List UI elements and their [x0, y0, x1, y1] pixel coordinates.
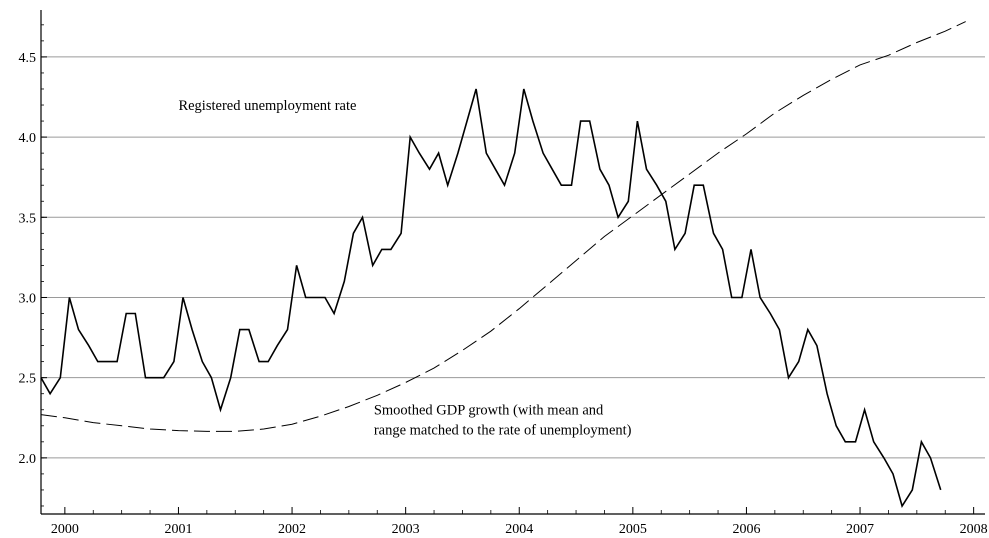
- x-tick-label: 2002: [278, 522, 306, 537]
- annotations: Registered unemployment rate Smoothed GDP…: [178, 98, 631, 439]
- x-tick-label: 2000: [51, 522, 79, 537]
- y-tick-label: 4.0: [19, 131, 37, 146]
- annotation-text: Smoothed GDP growth (with mean and range …: [374, 403, 632, 439]
- tick-labels: 2.0 2.5 3.0 3.5 4.0 4.5 2000 2001 2002 2003 2004 20…: [19, 51, 988, 537]
- annotation-line: Smoothed GDP growth (with mean and: [374, 403, 604, 419]
- y-tick-label: 2.5: [19, 372, 37, 387]
- x-tick-label: 2008: [960, 522, 988, 537]
- axes: [40, 10, 985, 515]
- x-tick-label: 2005: [619, 522, 647, 537]
- y-tick-label: 3.5: [19, 211, 37, 226]
- x-tick-label: 2001: [164, 522, 192, 537]
- annotation-line: Registered unemployment rate: [178, 98, 356, 114]
- gdp-growth-line: [40, 21, 966, 432]
- x-tick-label: 2003: [392, 522, 420, 537]
- y-tick-label: 4.5: [19, 51, 37, 66]
- x-tick-label: 2004: [505, 522, 533, 537]
- y-tick-label: 2.0: [19, 452, 37, 467]
- x-tick-label: 2006: [732, 522, 760, 537]
- annotation-line: range matched to the rate of unemploymen…: [374, 423, 632, 439]
- unemployment-line: [40, 88, 942, 508]
- x-tick-label: 2007: [846, 522, 874, 537]
- gridlines: [41, 56, 985, 459]
- y-tick-label: 3.0: [19, 291, 37, 306]
- tick-marks: [41, 24, 975, 514]
- series-group: [40, 21, 966, 508]
- annotation-text: Registered unemployment rate: [178, 98, 356, 114]
